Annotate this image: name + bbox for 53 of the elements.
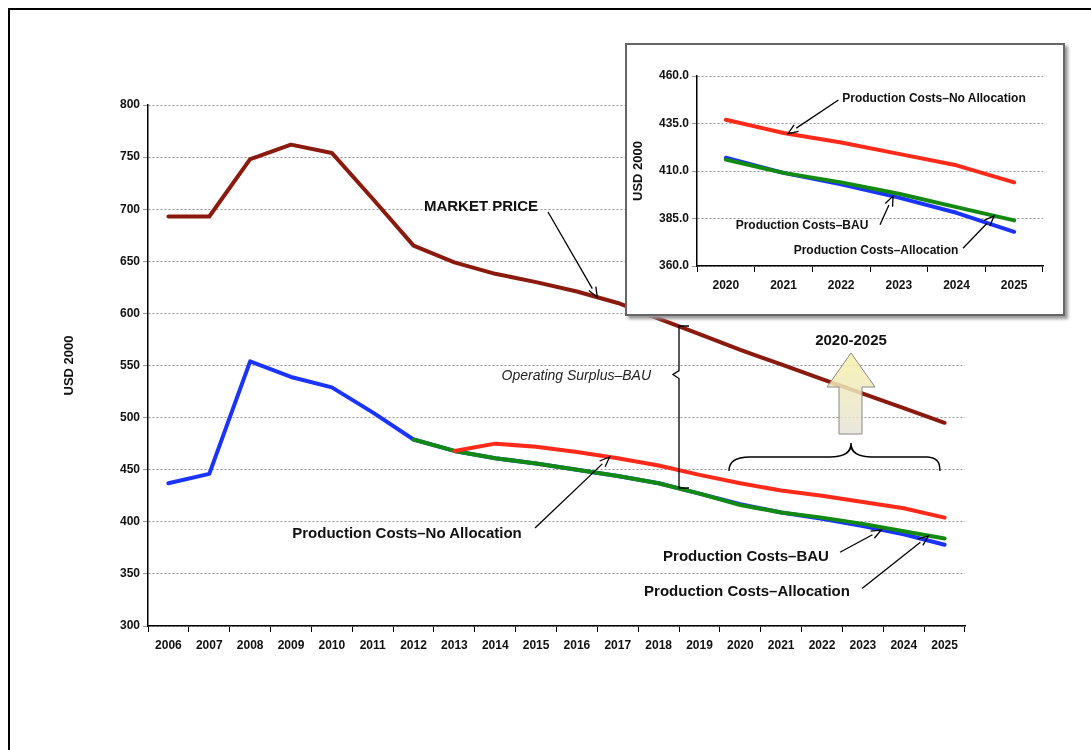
y-tick-label: 400: [119, 514, 141, 529]
series-label: Production Costs–BAU: [663, 546, 829, 564]
text: Production Costs–BAU: [735, 218, 869, 232]
x-tick-label: 2018: [645, 637, 673, 652]
x-tick-label: 2021: [767, 637, 795, 652]
y-tick-label: 700: [119, 201, 141, 216]
x-tick-label: 2025: [1000, 277, 1028, 292]
x-tick-label: 2011: [359, 637, 387, 652]
x-tick-label: 2017: [604, 637, 632, 652]
x-tick-label: 2012: [400, 637, 428, 652]
y-tick-label: 350: [119, 566, 141, 581]
text: Production Costs–Allocation: [644, 581, 850, 599]
x-tick-label: 2013: [441, 637, 469, 652]
x-tick-label: 2020: [726, 637, 754, 652]
series-label: MARKET PRICE: [423, 196, 539, 214]
x-tick-label: 2025: [931, 637, 959, 652]
y-axis-title: USD 2000: [630, 141, 646, 201]
y-tick-label: 360.0: [658, 258, 690, 273]
y-tick-label: 460.0: [658, 68, 690, 83]
x-tick-label: 2006: [155, 637, 183, 652]
x-tick-label: 2022: [808, 637, 836, 652]
x-tick-label: 2023: [849, 637, 877, 652]
x-tick-label: 2024: [890, 637, 918, 652]
text: Production Costs–No Allocation: [292, 523, 522, 541]
y-tick-label: 600: [119, 305, 141, 320]
y-tick-label: 650: [119, 253, 141, 268]
x-tick-label: 2007: [195, 637, 223, 652]
y-tick-label: 385.0: [658, 210, 690, 225]
x-tick-label: 2010: [318, 637, 346, 652]
x-tick-label: 2022: [827, 277, 855, 292]
y-tick-label: 300: [119, 618, 141, 633]
y-tick-label: 800: [119, 97, 141, 112]
y-tick-label: 450: [119, 462, 141, 477]
x-tick-label: 2021: [770, 277, 798, 292]
x-tick-label: 2020: [712, 277, 740, 292]
y-tick-label: 750: [119, 149, 141, 164]
text: Production Costs–Allocation: [793, 243, 959, 257]
x-tick-label: 2024: [943, 277, 971, 292]
y-tick-label: 500: [119, 409, 141, 424]
annotation: 2020-2025: [815, 330, 887, 348]
text: Production Costs–No Allocation: [842, 91, 1026, 105]
y-axis-title: USD 2000: [61, 335, 77, 396]
y-tick-label: 435.0: [658, 115, 690, 130]
y-tick-label: 550: [119, 357, 141, 372]
x-tick-label: 2015: [522, 637, 550, 652]
x-tick-label: 2014: [481, 637, 509, 652]
y-tick-label: 410.0: [658, 163, 690, 178]
x-tick-label: 2009: [277, 637, 305, 652]
x-tick-label: 2016: [563, 637, 591, 652]
x-tick-label: 2019: [686, 637, 714, 652]
x-tick-label: 2023: [885, 277, 913, 292]
x-tick-label: 2008: [236, 637, 264, 652]
annotation: Operating Surplus–BAU: [501, 367, 651, 383]
